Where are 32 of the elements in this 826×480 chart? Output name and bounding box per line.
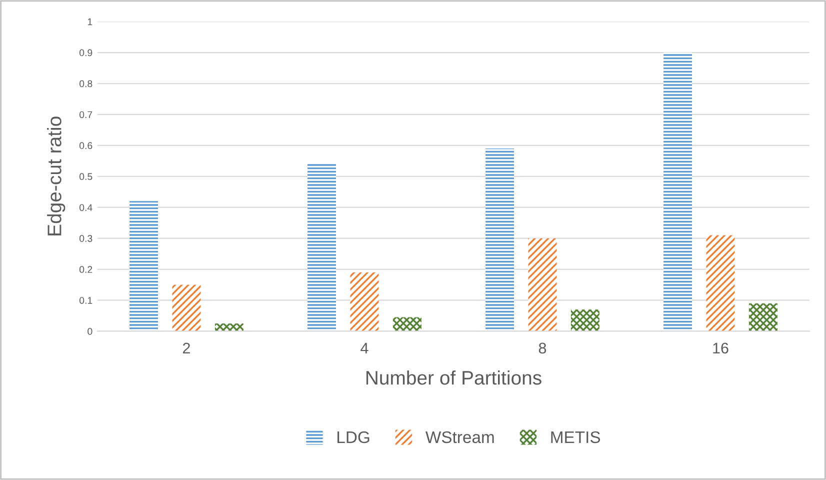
x-tick-label: 2: [182, 342, 190, 354]
legend-label: LDG: [338, 431, 370, 444]
y-tick-label: 0.5: [79, 173, 92, 180]
legend-label: METIS: [551, 431, 600, 444]
bar: [570, 310, 600, 332]
x-tick-label: 8: [538, 342, 546, 354]
y-tick-label: 0.4: [79, 204, 92, 211]
y-tick-label: 1: [88, 18, 92, 26]
y-tick-label: 0.2: [79, 266, 92, 273]
bar: [664, 52, 692, 332]
bar: [172, 284, 201, 332]
bar: [308, 164, 336, 332]
y-tick-label: 0.8: [79, 80, 92, 88]
y-tick-label: 0.6: [79, 142, 92, 150]
y-tick-label: 0.9: [79, 49, 92, 56]
bar: [350, 272, 379, 332]
y-tick-label: 0: [88, 328, 92, 335]
x-tick-label: 16: [713, 342, 728, 354]
y-tick-label: 0.7: [79, 111, 92, 118]
x-axis-title: Number of Partitions: [366, 370, 542, 385]
bar: [528, 238, 557, 332]
bar: [392, 317, 422, 332]
x-tick-label: 4: [360, 342, 368, 354]
legend-label: WStream: [425, 431, 494, 444]
bar: [130, 201, 158, 332]
bar: [748, 303, 778, 332]
bar: [486, 148, 514, 332]
y-tick-label: 0.3: [79, 235, 92, 242]
bar: [706, 235, 735, 332]
bar: [214, 323, 244, 332]
y-tick-label: 0.1: [79, 296, 92, 304]
y-axis-title: Edge-cut ratio: [47, 116, 66, 236]
